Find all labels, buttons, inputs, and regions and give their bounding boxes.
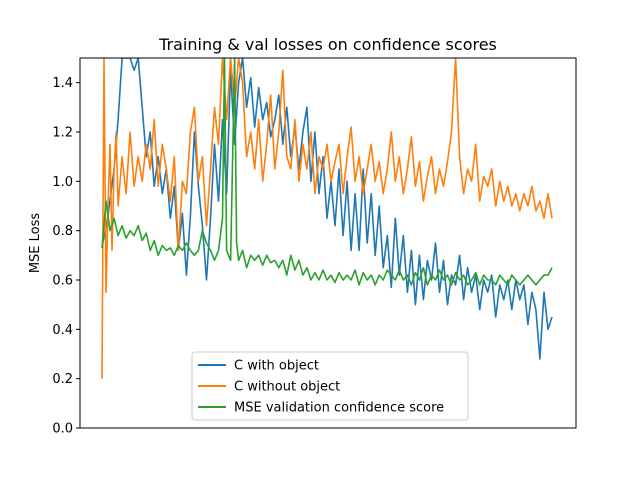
legend-label-2: C without object (234, 380, 340, 395)
y-axis-label: MSE Loss (28, 213, 43, 274)
series-layer (101, 58, 553, 379)
legend-box (191, 351, 469, 421)
chart-title: Training & val losses on confidence scor… (158, 35, 497, 54)
legend-label-1: C with object (234, 359, 319, 374)
legend: C with object C without object MSE validat… (191, 351, 469, 421)
series-line-2 (101, 58, 553, 379)
y-tick-label: 1.0 (52, 175, 73, 190)
y-tick-label: 0.8 (52, 224, 73, 239)
y-tick-label: 1.2 (52, 126, 73, 141)
plot-frame (79, 57, 577, 429)
y-tick-label: 1.4 (52, 76, 73, 91)
y-axis-ticks: 0.0 0.2 0.4 0.6 0.8 1.0 1.2 1.4 (52, 76, 80, 437)
y-tick-label: 0.6 (52, 274, 73, 289)
series-line-3 (101, 58, 553, 286)
series-line-1 (101, 58, 553, 360)
y-tick-label: 0.4 (52, 323, 73, 338)
y-tick-label: 0.2 (52, 372, 73, 387)
legend-label-3: MSE validation confidence score (234, 401, 444, 416)
y-tick-label: 0.0 (52, 422, 73, 437)
